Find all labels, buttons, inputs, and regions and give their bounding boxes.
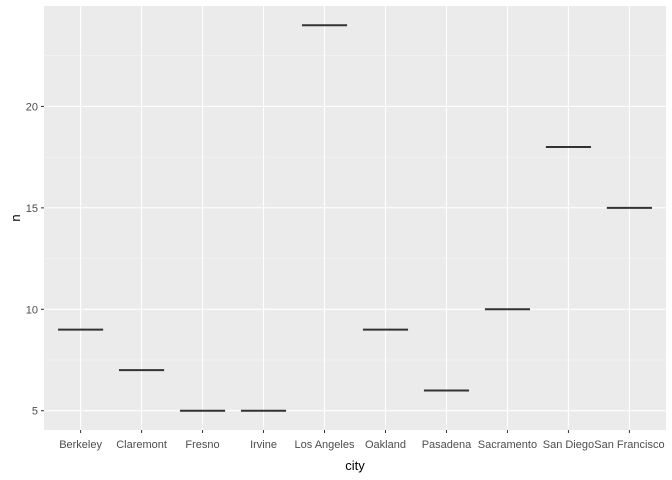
plot-panel [44, 6, 666, 430]
x-axis: Berkeley Claremont Fresno Irvine Los Angeles… [59, 430, 665, 451]
y-tick-label: 20 [26, 101, 38, 113]
y-axis: 5 10 15 20 [26, 101, 44, 418]
x-axis-title: city [345, 458, 365, 473]
y-tick-label: 15 [26, 203, 38, 215]
x-tick-label: Pasadena [422, 439, 472, 451]
x-tick-label: San Francisco [594, 439, 664, 451]
y-tick-label: 5 [32, 406, 38, 418]
x-tick-label: Irvine [250, 439, 277, 451]
x-tick-label: Sacramento [478, 439, 537, 451]
gridlines [44, 6, 666, 430]
x-tick-label: Oakland [365, 439, 406, 451]
y-axis-title: n [8, 214, 23, 221]
x-tick-label: Berkeley [59, 439, 102, 451]
y-tick-label: 10 [26, 304, 38, 316]
x-tick-label: Fresno [185, 439, 219, 451]
x-tick-label: San Diego [543, 439, 594, 451]
x-tick-label: Claremont [116, 439, 167, 451]
data-marks [58, 24, 652, 412]
x-tick-label: Los Angeles [295, 439, 355, 451]
